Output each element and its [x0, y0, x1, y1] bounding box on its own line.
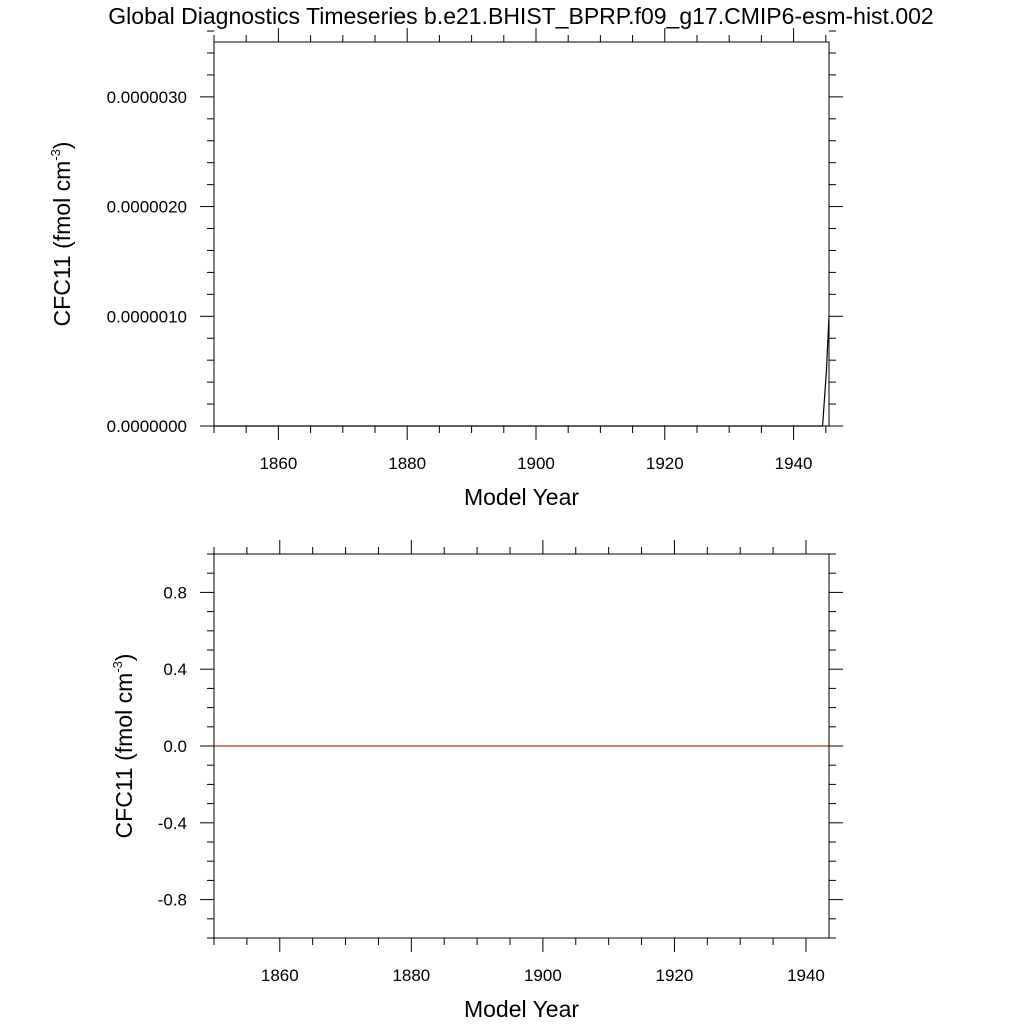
bottom-panel: 1860 1880 1900 1920 1940 -0.8 -0.4 0.0 0.4 0.8 Mod…	[110, 540, 843, 1022]
y-tick-label: 0.8	[163, 583, 187, 602]
series-line-0	[214, 316, 830, 427]
y-axis-label-superscript: -3	[110, 661, 125, 673]
x-tick-label: 1920	[646, 454, 684, 473]
y-tick-label: -0.4	[158, 814, 187, 833]
x-tick-label: 1900	[517, 454, 555, 473]
x-axis-label: Model Year	[464, 996, 579, 1022]
x-tick-label: 1940	[775, 454, 813, 473]
y-axis-label-superscript: -3	[48, 149, 63, 161]
x-tick-label: 1880	[388, 454, 426, 473]
y-axis-label-close: )	[111, 654, 137, 662]
y-tick-label: -0.8	[158, 891, 187, 910]
x-tick-label: 1860	[259, 454, 297, 473]
y-tick-label: 0.0000030	[107, 88, 187, 107]
x-tick-label: 1920	[656, 966, 694, 985]
x-tick-label: 1860	[261, 966, 299, 985]
y-axis-label-main: CFC11 (fmol cm	[49, 161, 75, 327]
y-axis-label: CFC11 (fmol cm-3)	[48, 142, 75, 327]
top-panel: 1860 1880 1900 1920 1940 0.0000000 0.0000010 0.…	[48, 28, 843, 510]
y-tick-label: 0.0000000	[107, 417, 187, 436]
plot-frame	[213, 41, 830, 427]
x-tick-label: 1900	[524, 966, 562, 985]
y-axis-label: CFC11 (fmol cm-3)	[110, 654, 137, 839]
y-axis-label-close: )	[49, 142, 75, 150]
y-tick-label: 0.0000010	[107, 307, 187, 326]
x-tick-label: 1880	[392, 966, 430, 985]
figure-title: Global Diagnostics Timeseries b.e21.BHIS…	[108, 3, 933, 29]
x-tick-label: 1940	[787, 966, 825, 985]
y-tick-label: 0.4	[163, 660, 187, 679]
y-tick-label: 0.0	[163, 737, 187, 756]
y-axis-label-main: CFC11 (fmol cm	[111, 673, 137, 839]
x-axis-label: Model Year	[464, 484, 579, 510]
y-tick-label: 0.0000020	[107, 198, 187, 217]
